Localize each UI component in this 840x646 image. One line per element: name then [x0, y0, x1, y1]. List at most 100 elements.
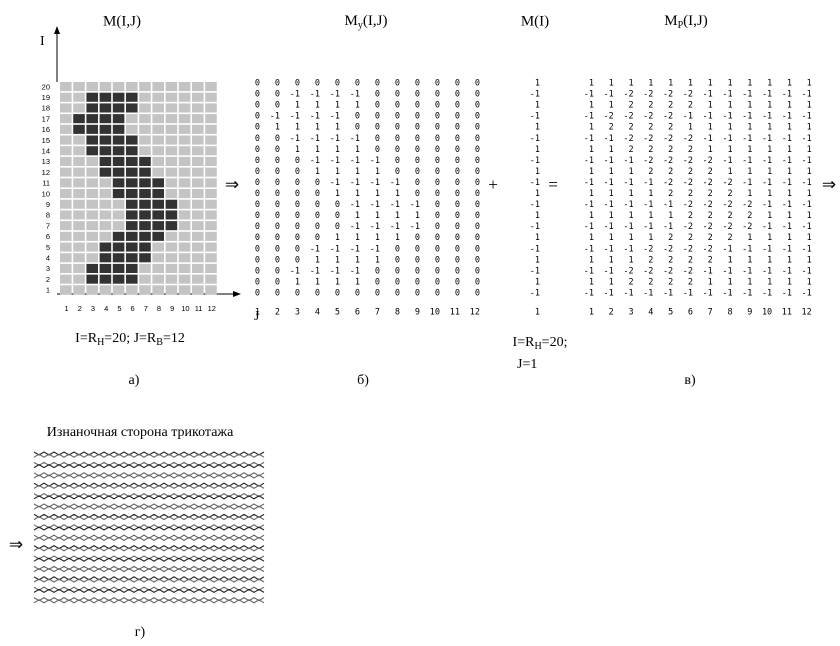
- matrix-value: 1: [315, 101, 320, 111]
- matrix-value: -2: [643, 266, 653, 276]
- grid-cell: [99, 146, 112, 156]
- matrix-value: -1: [623, 222, 633, 232]
- grid-cell: [60, 263, 72, 273]
- matrix-value: -2: [604, 112, 614, 122]
- grid-cell: [126, 231, 138, 241]
- matrix-value: 1: [375, 233, 380, 243]
- matrix-value: 0: [275, 277, 280, 287]
- matrix-value: 1: [747, 255, 752, 265]
- matrix-value: 1: [727, 167, 732, 177]
- col-label: 8: [157, 304, 161, 313]
- row-label: 15: [42, 136, 50, 145]
- grid-cell: [165, 167, 178, 177]
- matrix-value: 0: [435, 244, 440, 254]
- matrix-value: 1: [295, 145, 300, 155]
- matrix-value: -1: [703, 288, 713, 298]
- arrow: ⇒: [822, 175, 836, 194]
- grid-cell: [86, 231, 98, 241]
- knit-row: [33, 526, 265, 531]
- matrix-value: 0: [275, 189, 280, 199]
- matrix-value: 0: [415, 178, 420, 188]
- matrix-value: -1: [643, 178, 653, 188]
- knit-row: [33, 536, 265, 542]
- matrix-value: 0: [395, 167, 400, 177]
- title-sub: P: [678, 20, 684, 31]
- matrix-value: 2: [688, 189, 693, 199]
- matrix-value: -1: [643, 222, 653, 232]
- matrix-value: 1: [767, 167, 772, 177]
- matrix-value: -1: [722, 112, 732, 122]
- matrix-value: 0: [455, 189, 460, 199]
- matrix-value: -1: [530, 134, 540, 144]
- matrix-value: -1: [330, 178, 340, 188]
- grid-cell: [139, 274, 151, 284]
- matrix-value: 1: [589, 233, 594, 243]
- matrix-value: -1: [584, 266, 594, 276]
- matrix-value: 1: [767, 101, 772, 111]
- grid-cell: [126, 285, 138, 295]
- grid-cell: [152, 210, 164, 220]
- matrix-value: 0: [475, 200, 480, 210]
- caption-part: =12: [163, 331, 185, 346]
- grid-cell: [60, 189, 72, 199]
- grid-cell: [152, 231, 164, 241]
- grid-cell: [73, 167, 85, 177]
- grid-cell: [60, 82, 72, 92]
- matrix-value: -1: [290, 266, 300, 276]
- grid-cell: [86, 146, 98, 156]
- matrix-value: -1: [604, 288, 614, 298]
- grid-cell: [192, 82, 204, 92]
- caption-sub: H: [534, 341, 541, 352]
- matrix-value: 0: [475, 266, 480, 276]
- title-part: M: [664, 13, 677, 29]
- grid-cell: [139, 156, 151, 166]
- matrix-value: 0: [435, 222, 440, 232]
- grid-cell: [60, 114, 72, 124]
- matrix-value: 0: [455, 101, 460, 111]
- matrix-value: -1: [623, 156, 633, 166]
- grid-cell: [99, 156, 112, 166]
- grid-cell: [73, 263, 85, 273]
- matrix-value: 2: [708, 167, 713, 177]
- matrix-value: 0: [375, 123, 380, 133]
- grid-cell: [126, 82, 138, 92]
- matrix-value: 1: [727, 101, 732, 111]
- grid-cell: [178, 263, 191, 273]
- grid-cell: [86, 274, 98, 284]
- matrix-value: 1: [708, 277, 713, 287]
- matrix-value: 1: [609, 189, 614, 199]
- matrix-value: 1: [275, 123, 280, 133]
- matrix-value: -2: [703, 200, 713, 210]
- matrix-value: 0: [295, 233, 300, 243]
- matrix-value: 0: [275, 156, 280, 166]
- matrix-value: -1: [802, 178, 812, 188]
- col-label: 10: [430, 308, 440, 318]
- matrix-value: -2: [663, 156, 673, 166]
- matrix-value: 1: [535, 123, 540, 133]
- matrix-value: 1: [708, 145, 713, 155]
- matrix-value: 2: [668, 189, 673, 199]
- matrix-value: -1: [530, 178, 540, 188]
- grid-cell: [86, 92, 98, 102]
- grid-cell: [152, 103, 164, 113]
- grid-cell: [60, 253, 72, 263]
- matrix-value: 0: [255, 101, 260, 111]
- matrix-value: -1: [310, 134, 320, 144]
- grid-cell: [205, 253, 217, 263]
- matrix-value: -1: [350, 134, 360, 144]
- grid-cell: [99, 92, 112, 102]
- matrix-value: 0: [435, 90, 440, 100]
- knit-row: [33, 505, 265, 510]
- matrix-value: 0: [275, 233, 280, 243]
- matrix-value: -1: [703, 134, 713, 144]
- matrix-value: 0: [255, 112, 260, 122]
- grid-cell: [73, 178, 85, 188]
- matrix-value: 0: [295, 211, 300, 221]
- matrix-value: 0: [395, 79, 400, 89]
- col-label: 4: [648, 308, 653, 318]
- matrix-value: 0: [455, 79, 460, 89]
- matrix-value: 0: [415, 123, 420, 133]
- matrix-value: 1: [708, 79, 713, 89]
- matrix-value: 0: [255, 123, 260, 133]
- matrix-value: 0: [275, 266, 280, 276]
